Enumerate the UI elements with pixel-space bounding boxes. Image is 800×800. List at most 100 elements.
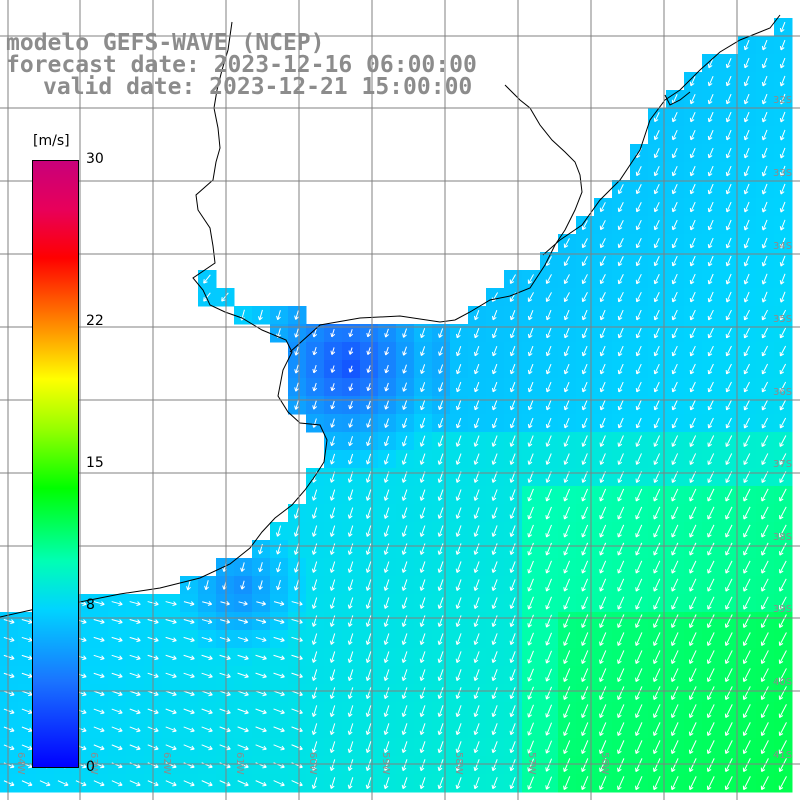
wind-arrow [455, 777, 462, 790]
wind-arrow [563, 704, 571, 718]
wind-arrow [743, 273, 750, 285]
wind-arrow [401, 651, 408, 663]
wind-arrow [348, 329, 354, 338]
wind-arrow [473, 417, 480, 429]
wind-arrow [653, 219, 660, 231]
wind-arrow [201, 762, 213, 769]
wind-arrow [219, 726, 231, 733]
wind-arrow [706, 650, 715, 664]
wind-arrow [366, 400, 372, 410]
wind-arrow [761, 488, 769, 502]
wind-arrow [329, 777, 336, 790]
wind-arrow [183, 726, 195, 733]
wind-arrow [347, 687, 354, 699]
wind-arrow [183, 744, 195, 751]
wind-arrow [707, 578, 715, 592]
wind-arrow [671, 668, 679, 682]
wind-arrow [455, 651, 462, 664]
wind-arrow [420, 364, 426, 375]
wind-arrow [778, 776, 787, 791]
wind-arrow [599, 740, 607, 755]
latitude-label: 35S [773, 314, 792, 325]
wind-arrow [707, 93, 714, 105]
wind-arrow [545, 506, 552, 520]
wind-arrow [129, 726, 141, 733]
wind-arrow [527, 488, 534, 502]
wind-arrow [3, 690, 15, 697]
wind-arrow [671, 578, 679, 592]
wind-arrow [635, 740, 643, 755]
wind-arrow [599, 292, 606, 303]
wind-arrow [455, 399, 462, 411]
wind-arrow [706, 686, 715, 700]
wind-arrow [383, 651, 390, 663]
wind-arrow [545, 488, 552, 502]
wind-arrow [491, 687, 498, 700]
wind-arrow [311, 777, 318, 790]
wind-arrow [706, 668, 715, 682]
wind-arrow [671, 399, 678, 411]
wind-arrow [491, 561, 498, 573]
wind-arrow [635, 650, 643, 664]
wind-arrow [384, 382, 389, 392]
wind-arrow [742, 740, 751, 755]
wind-arrow [329, 741, 336, 754]
longitude-label: 63W [88, 752, 99, 775]
wind-arrow [706, 758, 715, 773]
wind-arrow [545, 417, 552, 429]
wind-arrow [599, 686, 607, 700]
wind-arrow [689, 93, 696, 105]
wind-arrow [761, 39, 768, 51]
wind-arrow [545, 650, 553, 664]
wind-arrow [581, 596, 589, 610]
wind-arrow [21, 636, 33, 643]
wind-arrow [689, 147, 696, 159]
wind-arrow [689, 399, 696, 411]
wind-arrow [365, 507, 372, 519]
wind-arrow [599, 274, 606, 285]
wind-arrow [545, 704, 553, 718]
wind-arrow [365, 705, 372, 718]
colorbar-tick-15: 15 [86, 455, 104, 471]
wind-arrow [294, 382, 300, 392]
wind-arrow [724, 740, 733, 755]
wind-arrow [273, 601, 285, 606]
wind-arrow [273, 672, 285, 679]
wind-arrow [779, 129, 786, 141]
wind-arrow [778, 758, 787, 773]
wind-arrow [165, 744, 177, 751]
wind-arrow [743, 542, 751, 556]
wind-arrow [473, 651, 480, 664]
wind-arrow [455, 507, 462, 519]
wind-arrow [742, 650, 751, 664]
wind-arrow [527, 309, 534, 321]
wind-arrow [183, 672, 195, 679]
wind-arrow [617, 524, 625, 538]
latitude-label: 39S [773, 604, 792, 615]
wind-arrow [329, 597, 336, 609]
wind-arrow [201, 780, 213, 787]
wind-arrow [473, 363, 480, 375]
wind-arrow [617, 345, 624, 357]
wind-arrow [779, 542, 787, 556]
wind-arrow [21, 654, 33, 661]
wind-arrow [742, 632, 751, 646]
wind-arrow [653, 524, 661, 538]
wind-arrow [563, 560, 571, 574]
wind-arrow [761, 542, 769, 556]
wind-arrow [581, 274, 588, 285]
wind-arrow [527, 524, 534, 538]
wind-arrow [455, 381, 462, 393]
wind-arrow [401, 777, 408, 790]
wind-arrow [724, 776, 733, 791]
wind-arrow [383, 615, 390, 627]
wind-arrow [437, 417, 444, 429]
wind-arrow [509, 759, 516, 772]
wind-arrow [312, 346, 318, 356]
wind-arrow [165, 636, 177, 643]
wind-arrow [384, 418, 390, 428]
wind-arrow [779, 399, 787, 411]
wind-arrow [419, 507, 426, 519]
wind-arrow [724, 632, 733, 646]
wind-arrow [256, 601, 267, 606]
